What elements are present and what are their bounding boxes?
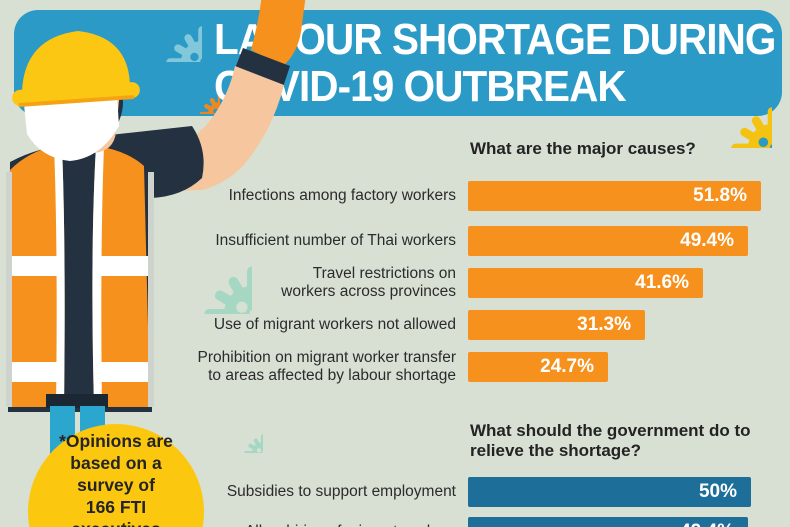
causes-section-title: What are the major causes? xyxy=(470,139,696,158)
cause-value: 51.8% xyxy=(693,185,747,206)
gov-bar: 50% xyxy=(468,477,751,507)
cause-value: 24.7% xyxy=(540,356,594,377)
cause-value: 31.3% xyxy=(577,314,631,335)
gov-value: 49.4% xyxy=(680,517,734,527)
belt xyxy=(46,394,108,408)
wristband xyxy=(234,48,290,90)
vest-trim-left xyxy=(54,146,65,407)
vest-stripe xyxy=(11,362,64,382)
cause-bar: 51.8% xyxy=(468,181,761,211)
gov-bar: 49.4% xyxy=(468,517,748,527)
cause-label: Insufficient number of Thai workers xyxy=(215,232,456,249)
hard-hat xyxy=(22,31,130,97)
vest-edge xyxy=(148,172,154,407)
gov-value: 50% xyxy=(698,481,737,502)
government-section-title: What should the government do to relieve… xyxy=(470,421,751,460)
survey-note-text: *Opinions are based on a survey of 166 F… xyxy=(59,431,173,527)
cause-bar: 49.4% xyxy=(468,226,748,256)
vest-edge xyxy=(6,172,12,407)
cause-label: Use of migrant workers not allowed xyxy=(213,316,456,333)
cause-label: Infections among factory workers xyxy=(228,187,456,204)
cause-value: 41.6% xyxy=(635,272,689,293)
gov-label: Subsidies to support employment xyxy=(226,483,456,500)
page-title-line1: LABOUR SHORTAGE DURING xyxy=(214,15,776,64)
vest-stripe xyxy=(94,362,149,382)
vest-stripe xyxy=(10,256,64,276)
cause-bar: 31.3% xyxy=(468,310,645,340)
cause-label: Travel restrictions on workers across pr… xyxy=(281,265,456,300)
construction-worker-illustration xyxy=(6,0,306,456)
face-mask xyxy=(24,94,119,161)
cause-bar: 24.7% xyxy=(468,352,608,382)
vest-left xyxy=(8,146,65,407)
gov-label: Allow hiring of migrant workers xyxy=(130,523,456,527)
vest-trim-right xyxy=(92,146,104,407)
hard-hat-brim xyxy=(12,82,140,107)
glove xyxy=(251,0,306,66)
cause-value: 49.4% xyxy=(680,230,734,251)
header-banner xyxy=(14,10,782,116)
vest-stripe xyxy=(94,256,149,276)
vest-right xyxy=(92,146,150,407)
cause-bar: 41.6% xyxy=(468,268,703,298)
cause-label: Prohibition on migrant worker transfer t… xyxy=(197,349,456,384)
